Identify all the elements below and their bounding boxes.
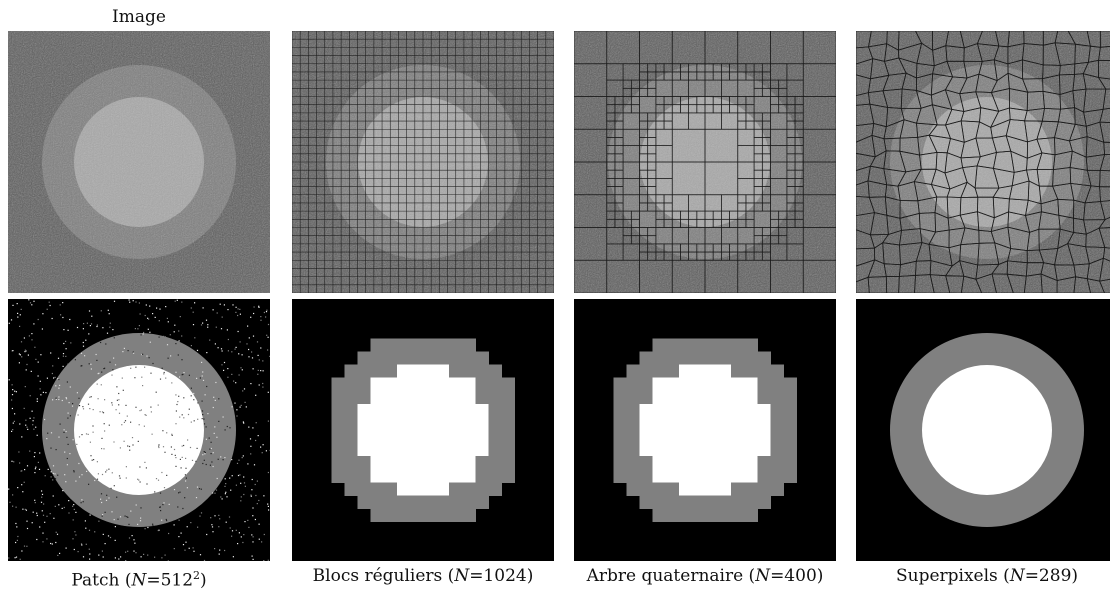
patch-segmentation-panel	[8, 299, 270, 561]
speckle-noise	[8, 299, 270, 561]
inner-region	[74, 97, 204, 227]
caption-blocks-suffix: )	[526, 566, 534, 586]
quadtree-overlay	[574, 31, 836, 293]
regular-blocks-segmentation	[292, 299, 554, 561]
quadtree-cells	[574, 31, 836, 293]
superpixel-cells	[856, 31, 1110, 293]
regular-blocks-overlay	[292, 31, 554, 293]
quadtree-overlay-panel	[574, 31, 836, 293]
column-title-image: Image	[112, 7, 166, 27]
caption-patch-suffix: )	[200, 570, 207, 591]
superpixels-segmentation-panel	[856, 299, 1110, 561]
input-image-panel	[8, 31, 270, 293]
inner-region	[922, 97, 1052, 227]
caption-blocks-prefix: Blocs réguliers (	[312, 566, 455, 586]
regular-blocks	[331, 338, 516, 523]
caption-patch-var: N	[131, 570, 147, 591]
caption-blocks-var: N	[454, 566, 470, 586]
regular-blocks-overlay-panel	[292, 31, 554, 293]
caption-quadtree-var: N	[755, 566, 771, 586]
patch-segmentation	[8, 299, 270, 561]
caption-quadtree: Arbre quaternaire (N=400)	[564, 565, 846, 587]
caption-quadtree-prefix: Arbre quaternaire (	[586, 566, 756, 586]
caption-patch: Patch (N=5122)	[0, 565, 280, 592]
caption-superpixels-var: N	[1009, 566, 1025, 586]
caption-quadtree-suffix: )	[816, 566, 824, 586]
caption-blocks-eq: =1024	[469, 566, 527, 586]
caption-superpixels-prefix: Superpixels (	[895, 566, 1010, 586]
caption-patch-sup: 2	[193, 569, 201, 582]
caption-quadtree-eq: =400	[770, 566, 817, 586]
quadtree-segmentation-panel	[574, 299, 836, 561]
superpixels-overlay	[856, 31, 1110, 293]
caption-regular-blocks: Blocs réguliers (N=1024)	[282, 565, 564, 587]
caption-superpixels-eq: =289	[1024, 566, 1072, 586]
caption-superpixels: Superpixels (N=289)	[846, 565, 1110, 587]
input-image	[8, 31, 270, 293]
grid-lines	[292, 31, 554, 293]
superpixels-overlay-panel	[856, 31, 1110, 293]
caption-superpixels-suffix: )	[1071, 566, 1079, 586]
seg-inner	[74, 365, 204, 495]
seg-inner	[922, 365, 1052, 495]
superpixels-segmentation	[856, 299, 1110, 561]
caption-patch-eq: =512	[146, 570, 194, 591]
caption-patch-prefix: Patch (	[71, 570, 132, 591]
quadtree-blocks	[613, 338, 798, 523]
regular-blocks-segmentation-panel	[292, 299, 554, 561]
quadtree-segmentation	[574, 299, 836, 561]
